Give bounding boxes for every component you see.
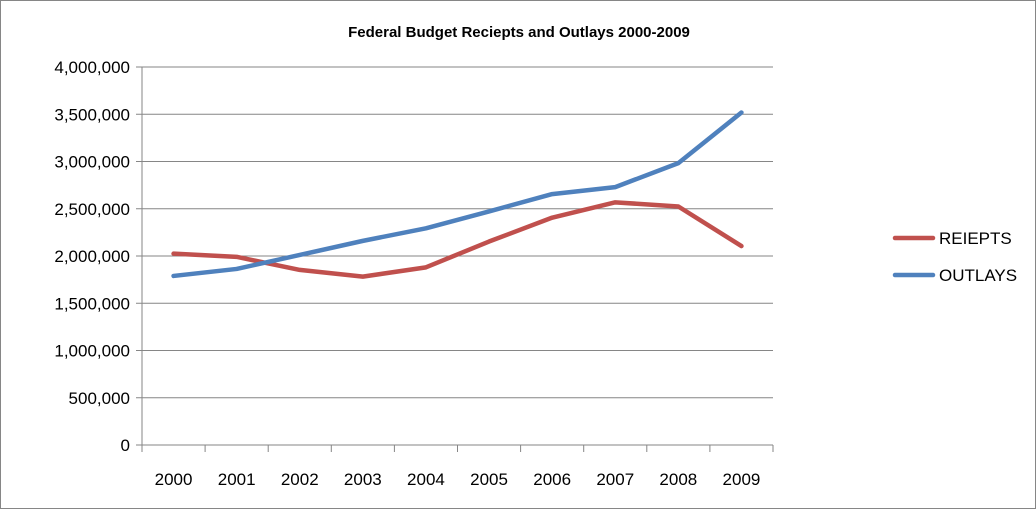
x-tick-label: 2000 — [155, 470, 193, 489]
y-tick-label: 500,000 — [69, 389, 130, 408]
gridlines — [142, 66, 773, 399]
x-tick-label: 2004 — [407, 470, 445, 489]
legend-label-reiepts: REIEPTS — [939, 229, 1012, 248]
legend: REIEPTS OUTLAYS — [892, 229, 1017, 285]
y-tick-label: 2,000,000 — [54, 247, 130, 266]
y-tick-label: 1,000,000 — [54, 342, 130, 361]
y-tick-label: 2,500,000 — [54, 200, 130, 219]
x-tick-label: 2007 — [596, 470, 634, 489]
y-tick-label: 3,000,000 — [54, 153, 130, 172]
y-tick-label: 4,000,000 — [54, 58, 130, 77]
x-axis-tick-labels: 2000 2001 2002 2003 2004 2005 2006 2007 2008 2009 — [155, 470, 761, 489]
series-line-outlays — [171, 110, 744, 279]
series-lines — [171, 110, 744, 279]
x-tick-label: 2006 — [533, 470, 571, 489]
x-tick-label: 2008 — [659, 470, 697, 489]
x-tick-label: 2009 — [723, 470, 761, 489]
x-tick-label: 2002 — [281, 470, 319, 489]
x-tick-label: 2001 — [218, 470, 256, 489]
y-axis-tick-labels: 0 500,000 1,000,000 1,500,000 2,000,000 2,500… — [54, 58, 130, 455]
legend-label-outlays: OUTLAYS — [939, 266, 1017, 285]
y-tick-label: 0 — [121, 436, 130, 455]
y-tick-label: 3,500,000 — [54, 105, 130, 124]
y-tick-label: 1,500,000 — [54, 294, 130, 313]
x-tick-label: 2003 — [344, 470, 382, 489]
chart-title: Federal Budget Reciepts and Outlays 2000… — [348, 24, 690, 41]
axes — [136, 66, 774, 452]
x-tick-label: 2005 — [470, 470, 508, 489]
